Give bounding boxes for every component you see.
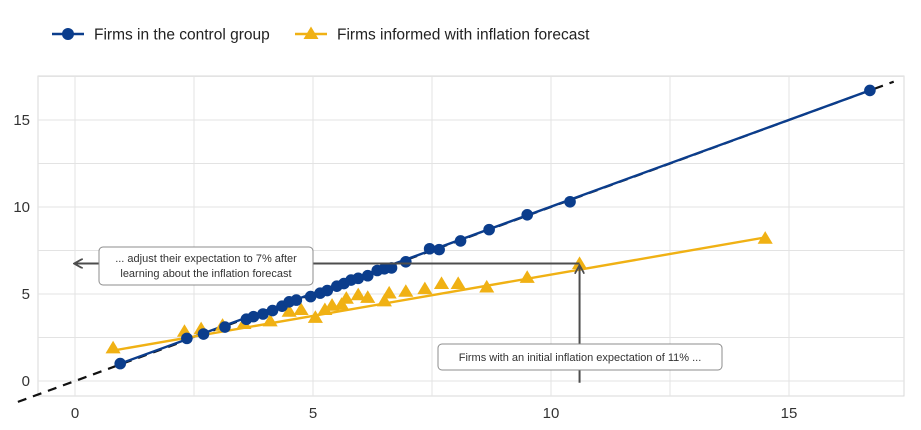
point-control xyxy=(352,272,365,285)
x-tick-label: 5 xyxy=(309,405,317,422)
y-tick-label: 0 xyxy=(22,373,30,390)
point-control xyxy=(304,290,317,303)
point-control xyxy=(454,235,467,247)
legend-marker-circle xyxy=(62,28,74,40)
point-control xyxy=(290,294,303,306)
tick-labels: 0 5 10 15 0 5 10 15 xyxy=(13,112,797,422)
point-control xyxy=(266,304,279,317)
point-informed xyxy=(262,313,278,327)
point-informed xyxy=(450,276,466,289)
point-informed xyxy=(338,291,354,304)
point-control xyxy=(247,310,260,323)
legend: Firms in the control group Firms informe… xyxy=(52,26,590,44)
point-control xyxy=(864,84,876,97)
point-informed xyxy=(307,310,323,323)
annotation-box-initial xyxy=(437,343,723,371)
x-tick-label: 15 xyxy=(781,405,798,422)
point-informed xyxy=(398,284,414,297)
y-tick-label: 5 xyxy=(22,286,30,303)
point-informed xyxy=(293,302,309,316)
legend-item-informed: Firms informed with inflation forecast xyxy=(295,26,590,44)
point-control xyxy=(321,284,334,297)
point-informed xyxy=(757,231,773,244)
point-informed xyxy=(105,340,121,354)
point-informed xyxy=(479,279,495,293)
point-control xyxy=(361,269,374,282)
y-tick-label: 15 xyxy=(13,112,30,129)
point-control xyxy=(564,195,576,208)
y-tick-label: 10 xyxy=(13,199,30,216)
point-informed xyxy=(317,302,333,316)
point-informed xyxy=(376,293,392,307)
point-informed xyxy=(417,281,433,295)
legend-label-informed: Firms informed with inflation forecast xyxy=(337,27,590,44)
annotation-text-adjust: ... adjust their expectation to 7% after xyxy=(115,253,297,265)
plot-area: 0 5 10 15 0 5 10 15 ... adjust their expectatio… xyxy=(13,75,905,422)
legend-item-control: Firms in the control group xyxy=(52,27,270,44)
point-control xyxy=(197,328,210,340)
annotation-text-initial: Firms with an initial inflation expectat… xyxy=(459,352,702,364)
x-tick-label: 0 xyxy=(71,405,79,422)
point-control xyxy=(181,332,193,345)
legend-label-control: Firms in the control group xyxy=(94,27,270,44)
point-informed xyxy=(433,276,450,289)
annotation-box-adjust xyxy=(98,246,314,286)
point-control xyxy=(219,321,231,333)
point-control xyxy=(433,243,445,256)
point-informed xyxy=(519,270,535,283)
point-control xyxy=(257,308,269,320)
point-informed xyxy=(350,287,366,301)
point-control xyxy=(483,223,495,236)
point-control xyxy=(400,256,412,268)
point-informed xyxy=(381,285,397,299)
legend-marker-triangle xyxy=(303,26,319,39)
point-control xyxy=(385,262,398,274)
annotation-text-adjust: learning about the inflation forecast xyxy=(120,268,291,280)
point-informed xyxy=(281,304,297,317)
point-informed xyxy=(360,290,376,303)
x-tick-label: 10 xyxy=(543,405,560,422)
data-points xyxy=(105,84,876,370)
point-control xyxy=(521,209,533,221)
annotations: ... adjust their expectation to 7% after… xyxy=(75,246,723,383)
point-control xyxy=(114,357,127,370)
point-control xyxy=(423,242,436,255)
